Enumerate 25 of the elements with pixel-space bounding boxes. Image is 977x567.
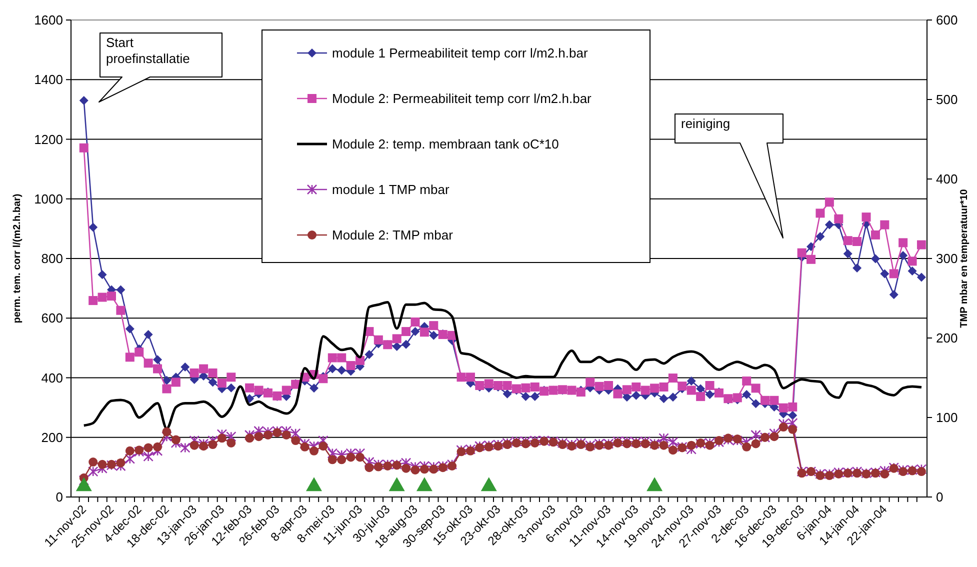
y2-tick-label: 300	[936, 251, 958, 266]
y-tick-label: 200	[41, 430, 63, 445]
y2-tick-label: 400	[936, 172, 958, 187]
y-tick-label: 800	[41, 251, 63, 266]
y-tick-label: 600	[41, 310, 63, 326]
legend-label: module 1 TMP mbar	[332, 182, 450, 198]
y-tick-label: 400	[41, 370, 63, 386]
y-tick-label: 0	[56, 490, 63, 505]
legend-label: module 1 Permeabiliteit temp corr l/m2.h.bar	[332, 46, 588, 61]
y2-tick-label: 200	[936, 330, 958, 346]
y2-tick-label: 600	[936, 12, 958, 28]
legend-label: Module 2: TMP mbar	[332, 228, 454, 243]
y-tick-label: 1000	[34, 191, 63, 206]
y2-tick-label: 100	[936, 410, 958, 426]
y-axis-title: perm. tem. corr l/(m2.h.bar)	[12, 194, 23, 324]
annotation: reiniging	[681, 116, 730, 131]
y2-tick-label: 500	[936, 92, 958, 108]
y-tick-label: 1400	[34, 72, 63, 88]
y2-tick-label: 0	[936, 490, 944, 505]
y-tick-label: 1200	[34, 132, 63, 147]
legend-label: Module 2: temp. membraan tank oC*10	[332, 136, 559, 152]
y-tick-label: 1600	[34, 12, 63, 28]
y2-axis-title: TMP mbar en temperatuur*10	[959, 188, 970, 328]
annotation: Start proefinstallatie	[106, 35, 190, 66]
legend-label: Module 2: Permeabiliteit temp corr l/m2.h.bar	[332, 91, 592, 106]
